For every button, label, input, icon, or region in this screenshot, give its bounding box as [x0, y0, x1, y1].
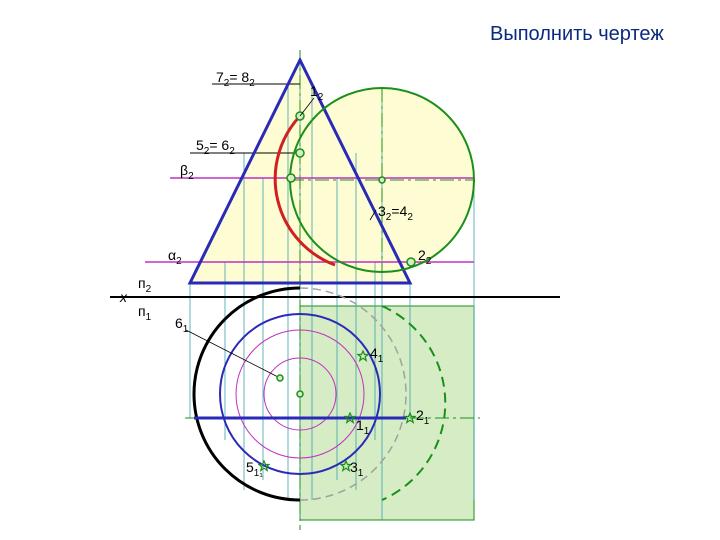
label: β2 — [180, 162, 194, 182]
leader-61 — [186, 330, 280, 378]
label: α2 — [168, 247, 182, 267]
node — [297, 391, 303, 397]
node — [296, 149, 304, 157]
label: 51₁ — [246, 459, 263, 479]
node — [379, 177, 385, 183]
node — [407, 258, 415, 266]
label-x: x — [119, 289, 128, 305]
label: п1 — [138, 303, 152, 323]
title: Выполнить чертеж — [490, 23, 664, 45]
node — [287, 174, 295, 182]
label: п2 — [138, 275, 152, 295]
label: 61 — [175, 315, 189, 335]
lower-rect — [300, 306, 474, 520]
label: 72= 82 — [216, 69, 255, 89]
label: 52= 62 — [196, 137, 235, 157]
node — [277, 375, 283, 381]
